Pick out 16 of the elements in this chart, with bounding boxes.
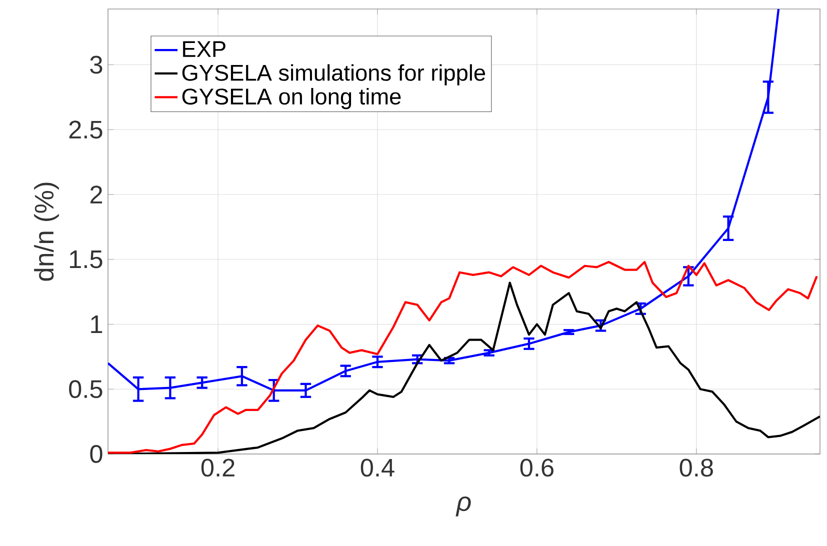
y-tick-label: 2 [90, 186, 102, 204]
y-tick-label: 0.5 [69, 380, 102, 398]
y-axis-title: dn/n (%) [34, 182, 59, 281]
y-tick-label: 1.5 [70, 250, 102, 268]
y-tick-label: 3 [90, 56, 102, 74]
x-axis-title: ρ [456, 496, 471, 516]
legend-label: EXP [183, 41, 226, 57]
x-tick-label: 0.6 [520, 458, 554, 477]
y-tick-label: 2.5 [69, 120, 102, 139]
x-tick-label: 0.8 [680, 458, 713, 477]
y-tick-label: 0 [90, 445, 102, 463]
x-tick-label: 0.2 [201, 458, 234, 477]
legend-label: GYSELA on long time [182, 88, 401, 110]
legend-label: GYSELA simulations for ripple [182, 64, 486, 86]
y-tick-label: 1 [91, 316, 102, 333]
x-tick-label: 0.4 [360, 458, 394, 477]
